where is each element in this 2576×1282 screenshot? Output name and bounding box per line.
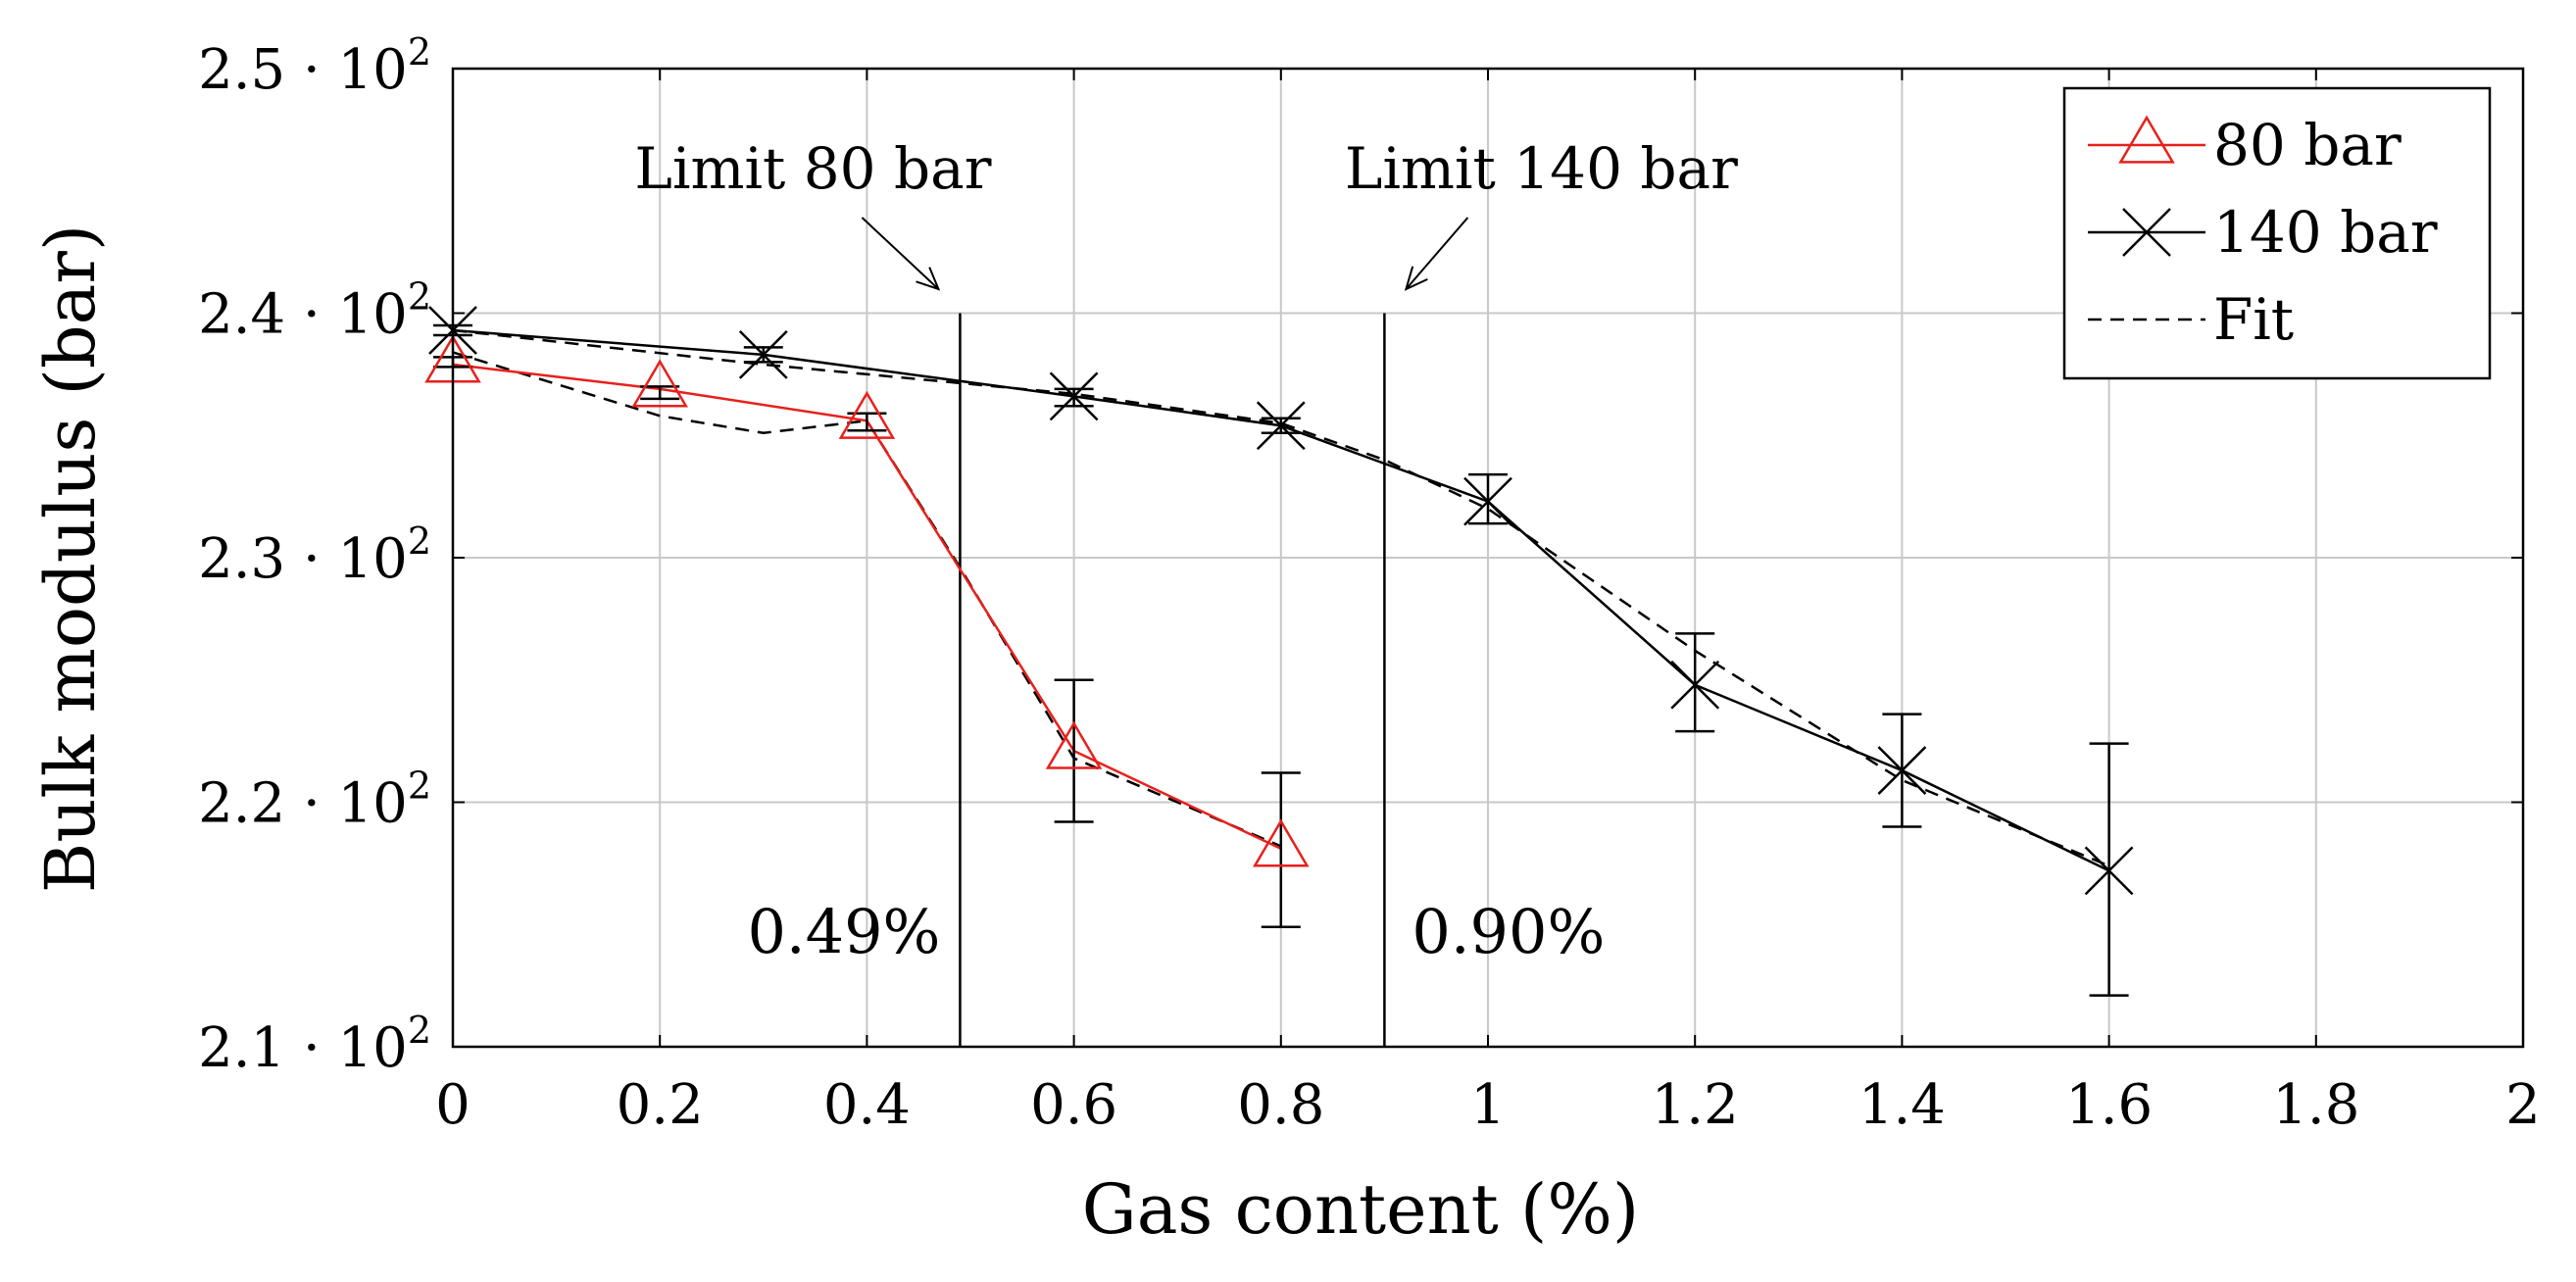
data-point — [1670, 660, 1720, 710]
marker-stroke — [1256, 401, 1306, 451]
x-tick-label: 0.6 — [1030, 1073, 1117, 1137]
data-point — [2084, 846, 2134, 896]
limit-arrowhead — [1404, 266, 1428, 291]
x-tick-label: 1.2 — [1652, 1073, 1739, 1137]
x-tick-label: 2 — [2505, 1073, 2541, 1137]
legend-marker — [2118, 115, 2175, 164]
limit-value-label: 0.49% — [747, 896, 940, 967]
limit-label: Limit 140 bar — [1345, 135, 1738, 202]
limit-arrow — [1405, 217, 1469, 290]
data-point — [1253, 818, 1310, 867]
limit-lines: Limit 80 bar 0.49% Limit 140 bar 0.90% — [634, 135, 1738, 1047]
marker-stroke — [1049, 371, 1099, 421]
y-tick-label: 2.2 · 102 — [198, 764, 431, 836]
x-axis-label: Gas content (%) — [1082, 1169, 1639, 1250]
y-tick-label: 2.1 · 102 — [198, 1009, 431, 1080]
legend-marker — [2122, 208, 2171, 257]
limit-arrowhead — [916, 267, 941, 291]
x-tick-label: 1.4 — [1858, 1073, 1946, 1137]
y-tick-label: 2.4 · 102 — [198, 275, 431, 347]
series-line — [452, 328, 2110, 872]
legend-item: 140 bar — [2088, 199, 2438, 266]
data-point — [1877, 746, 1927, 795]
legend-item: 80 bar — [2088, 112, 2402, 178]
legend: 80 bar 140 bar Fit — [2062, 86, 2492, 380]
series-140-bar — [428, 306, 2134, 997]
marker-stroke — [738, 330, 788, 379]
marker-stroke — [2122, 208, 2171, 257]
x-tick-label: 1 — [1470, 1073, 1506, 1137]
legend-label: 140 bar — [2213, 199, 2438, 266]
marker-stroke — [1670, 660, 1720, 710]
legend-label: Fit — [2213, 286, 2294, 353]
marker-stroke — [1877, 746, 1927, 795]
legend-label: 80 bar — [2213, 112, 2402, 178]
data-point — [1049, 371, 1099, 421]
limit-value-label: 0.90% — [1412, 896, 1605, 967]
x-tick-label: 0 — [435, 1073, 471, 1137]
marker-stroke — [1463, 476, 1512, 526]
data-point — [631, 359, 688, 408]
series-layer — [424, 306, 2134, 997]
x-tick-label: 0.2 — [617, 1073, 704, 1137]
x-axis-ticks: 0 0.2 0.4 0.6 0.8 1 1.2 1.4 1.6 1.8 2 — [435, 69, 2541, 1137]
limit-label: Limit 80 bar — [634, 135, 991, 202]
y-axis-ticks: 2.1 · 102 2.2 · 102 2.3 · 102 2.4 · 102 2.5 … — [198, 30, 2523, 1080]
x-tick-label: 0.4 — [823, 1073, 911, 1137]
fit-curve — [452, 328, 2110, 867]
y-tick-label: 2.5 · 102 — [198, 30, 431, 102]
y-axis-label: Bulk modulus (bar) — [30, 224, 111, 893]
limit-arrow — [861, 217, 940, 290]
data-point — [1463, 476, 1512, 526]
x-tick-label: 1.6 — [2065, 1073, 2153, 1137]
x-tick-label: 0.8 — [1237, 1073, 1324, 1137]
data-point — [738, 330, 788, 379]
marker-stroke — [2084, 846, 2134, 896]
x-tick-label: 1.8 — [2272, 1073, 2359, 1137]
data-point — [1256, 401, 1306, 451]
data-point — [838, 390, 896, 439]
data-point — [1045, 720, 1103, 769]
legend-item: Fit — [2088, 286, 2294, 353]
y-tick-label: 2.3 · 102 — [198, 519, 431, 591]
